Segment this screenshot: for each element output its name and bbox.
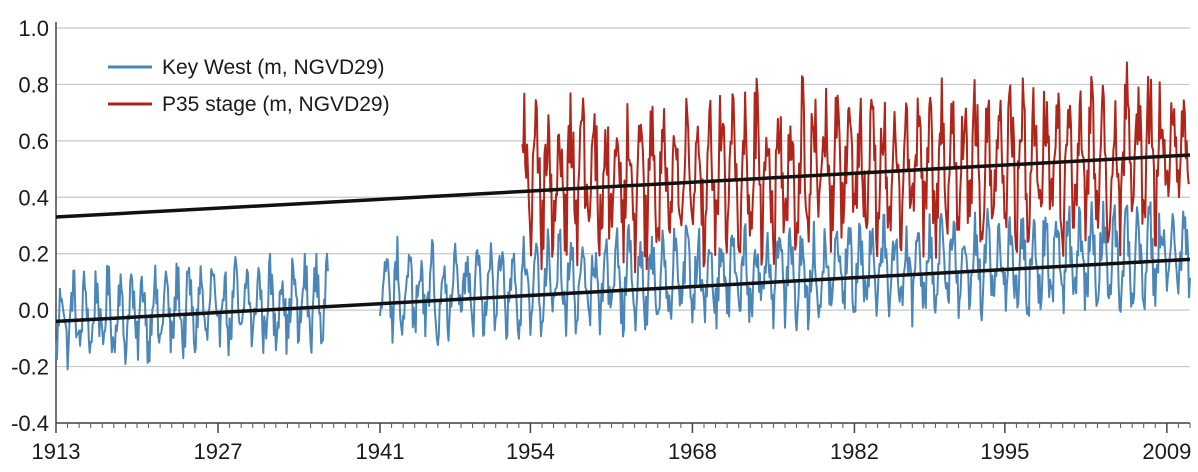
series-line-key-west [55, 252, 329, 371]
x-tick-label: 1995 [980, 439, 1029, 464]
y-tick-label: 0.2 [18, 242, 49, 267]
y-tick-label: 0.8 [18, 72, 49, 97]
axes: 1.0 0.8 0.6 0.4 0.2 0.0 -0.2 -0.4 1913 1927 1941 19… [11, 16, 1191, 464]
x-tick-label: 1913 [32, 439, 81, 464]
x-tick-label: 1968 [668, 439, 717, 464]
y-tick-label: 0.4 [18, 185, 49, 210]
x-tick-label: 1941 [356, 439, 405, 464]
trend-line-p35 [55, 153, 1191, 219]
y-tick-label: 0.0 [18, 298, 49, 323]
legend: Key West (m, NGVD29) P35 stage (m, NGVD2… [108, 56, 390, 116]
x-tick-label: 1927 [194, 439, 243, 464]
x-tick-label: 1982 [830, 439, 879, 464]
y-tick-label: 0.6 [18, 129, 49, 154]
y-tick-label: -0.4 [11, 411, 49, 436]
series-line-key-west [379, 200, 1191, 346]
x-tick-label: 1954 [506, 439, 555, 464]
legend-label-p35: P35 stage (m, NGVD29) [162, 93, 390, 116]
x-tick-label: 2009 [1142, 439, 1191, 464]
trend-lines [55, 153, 1191, 324]
legend-label-key-west: Key West (m, NGVD29) [162, 56, 385, 79]
y-tick-label: -0.2 [11, 355, 49, 380]
trend-line-key-west [55, 257, 1191, 324]
y-tick-label: 1.0 [18, 16, 49, 41]
